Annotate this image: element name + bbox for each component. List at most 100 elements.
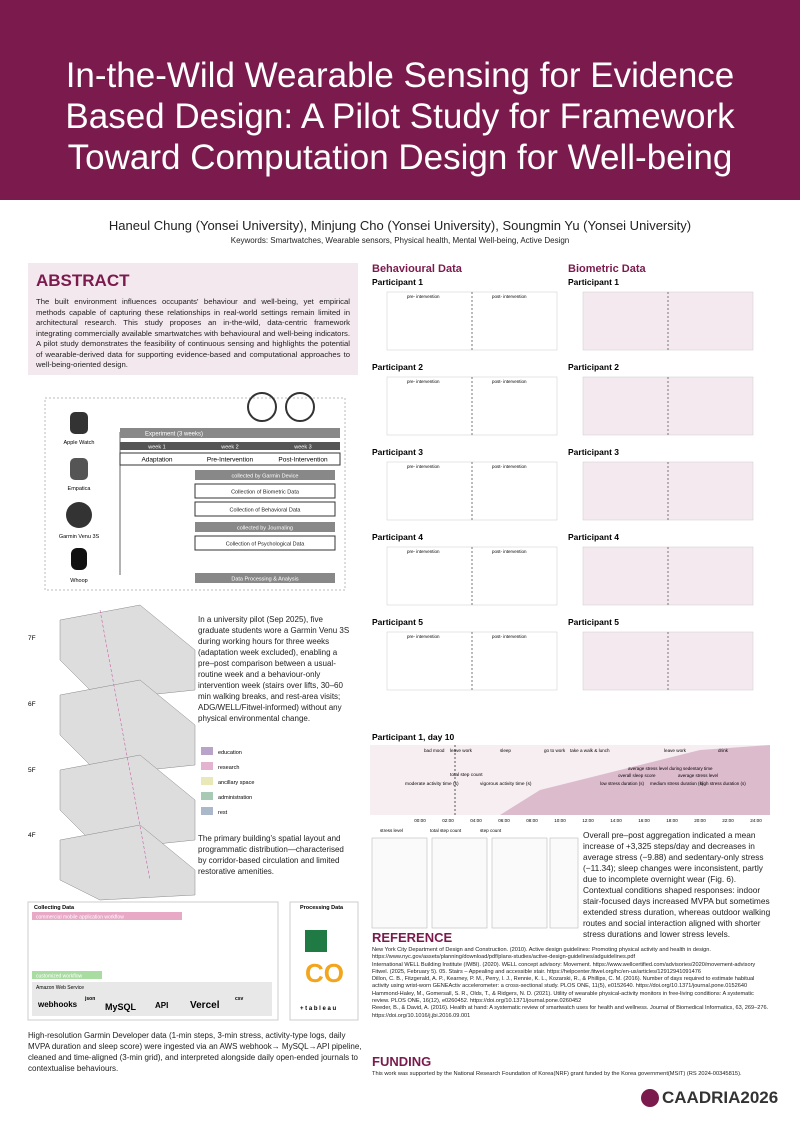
aws-label: Amazon Web Service — [36, 985, 84, 991]
framework-label: Data Processing & Analysis — [231, 577, 299, 583]
legend-label: ancillary space — [218, 780, 254, 786]
participant-label: Participant 4 — [568, 532, 619, 542]
flow-label: webhooks — [37, 1000, 78, 1009]
box — [194, 483, 336, 499]
logo: CAADRIA2026 — [662, 1088, 779, 1107]
event-label: take a walk & lunch — [570, 748, 610, 753]
phase-label: pre- intervention — [407, 379, 440, 384]
findings-text: Overall pre–post aggregation indicated a… — [583, 830, 771, 939]
flow-label: + t a b l e a u — [300, 1006, 337, 1012]
flow-label: API — [155, 1001, 168, 1010]
time-label: 14:00 — [610, 818, 622, 823]
header-band — [0, 0, 800, 200]
reference-item: International WELL Building Institute (I… — [372, 961, 756, 968]
framework-label: Collection of Biometric Data — [231, 490, 300, 496]
week-label: week 3 — [293, 445, 311, 451]
title: In-the-Wild Wearable Sensing for Evidenc… — [65, 56, 735, 177]
time-label: 20:00 — [694, 818, 706, 823]
experiment-bar — [120, 428, 340, 438]
workflow-bar — [32, 912, 182, 920]
process-panel — [289, 901, 359, 1021]
phase-label: pre- intervention — [407, 549, 440, 554]
stairs-icon — [247, 392, 277, 422]
watch-icons — [66, 412, 92, 570]
abstract-text: The built environment influences occupan… — [36, 297, 350, 369]
event-label: go to work — [544, 748, 566, 753]
flow-label: MySQL — [105, 1002, 137, 1012]
phase-label: Adaptation — [141, 457, 172, 464]
label-bar — [195, 573, 335, 583]
legend-label: average stress level — [678, 773, 718, 778]
participant-label: Participant 2 — [568, 362, 619, 372]
framework-label: Collection of Psychological Data — [226, 542, 306, 548]
legend-label: rest — [218, 810, 228, 816]
box — [194, 501, 336, 517]
time-label: 04:00 — [470, 818, 482, 823]
phase-label: post- intervention — [492, 634, 527, 639]
phase-label: Post-Intervention — [278, 457, 328, 464]
aws-box — [32, 982, 272, 1016]
time-label: 16:00 — [638, 818, 650, 823]
phase-label: post- intervention — [492, 294, 527, 299]
plan-caption: The primary building's spatial layout an… — [198, 834, 344, 876]
reference-item: New York City Department of Design and C… — [372, 947, 711, 961]
floor-label: 6F — [28, 701, 36, 708]
participant-label: Participant 5 — [372, 617, 423, 627]
participant-label: Participant 1 — [372, 277, 423, 287]
floor-label: 5F — [28, 767, 36, 774]
week-label: week 2 — [220, 445, 238, 451]
legend-label: research — [218, 765, 239, 771]
legend-label: step count — [480, 828, 502, 833]
phases-box — [119, 452, 341, 466]
walk-icon — [285, 392, 315, 422]
panel-heading: Processing Data — [300, 905, 344, 911]
funding-heading: FUNDING — [372, 1054, 432, 1069]
legend-label: administration — [218, 795, 252, 801]
phase-label: pre- intervention — [407, 294, 440, 299]
custom-bar — [32, 971, 102, 979]
legend-label: overall sleep score — [618, 773, 656, 778]
participant-label: Participant 3 — [568, 447, 619, 457]
reference-item: Hammond-Haley, M., Gomersall, S. R., Old… — [372, 990, 754, 1005]
event-label: leave work — [664, 748, 687, 753]
workflow-label: customized workflow — [36, 974, 83, 980]
reference-item: Dillon, C. B., Fitzgerald, A. P., Kearne… — [372, 976, 755, 990]
device-label: Apple Watch — [64, 440, 95, 446]
device-label: Empatica — [68, 486, 92, 492]
floor-plans — [59, 604, 196, 901]
keywords: Keywords: Smartwatches, Wearable sensors… — [230, 236, 570, 245]
legend-label: medium stress duration (s) — [650, 781, 704, 786]
legend-label: high stress duration (s) — [700, 781, 746, 786]
logo-mark — [641, 1089, 659, 1107]
phase-label: post- intervention — [492, 549, 527, 554]
flow-label: Vercel — [190, 1000, 220, 1011]
participant-label: Participant 5 — [568, 617, 619, 627]
participant-label: Participant 3 — [372, 447, 423, 457]
co-icon: CO — [305, 958, 344, 988]
behavioural-heading: Behavioural Data — [372, 263, 462, 275]
reference-list: New York City Department of Design and C… — [372, 947, 772, 1020]
legend-label: education — [218, 750, 242, 756]
legend-label: total step count — [450, 772, 483, 778]
legend-label: low stress duration (s) — [600, 781, 645, 786]
event-label: sleep — [500, 748, 511, 753]
time-label: 02:00 — [442, 818, 454, 823]
frame — [44, 397, 346, 591]
reference-item: Fitwel. (2025, February 5). 05. Stairs –… — [372, 968, 701, 975]
phase-label: pre- intervention — [407, 464, 440, 469]
day-title: Participant 1, day 10 — [372, 732, 454, 742]
abstract-box: ABSTRACT The built environment influence… — [28, 263, 358, 375]
framework-label: collected by Garmin Device — [232, 474, 299, 480]
participant-label: Participant 4 — [372, 532, 423, 542]
event-label: drink — [718, 748, 729, 753]
participant-label: Participant 2 — [372, 362, 423, 372]
day-area — [500, 745, 770, 815]
legend-label: stress level — [380, 828, 403, 833]
participant-label: Participant 1 — [568, 277, 619, 287]
flow-label: csv — [235, 996, 244, 1002]
weeks-bar — [120, 442, 340, 450]
label-bar — [195, 470, 335, 480]
legend-label: total step count — [430, 828, 462, 833]
experiment-label: Experiment (3 weeks) — [145, 432, 203, 438]
